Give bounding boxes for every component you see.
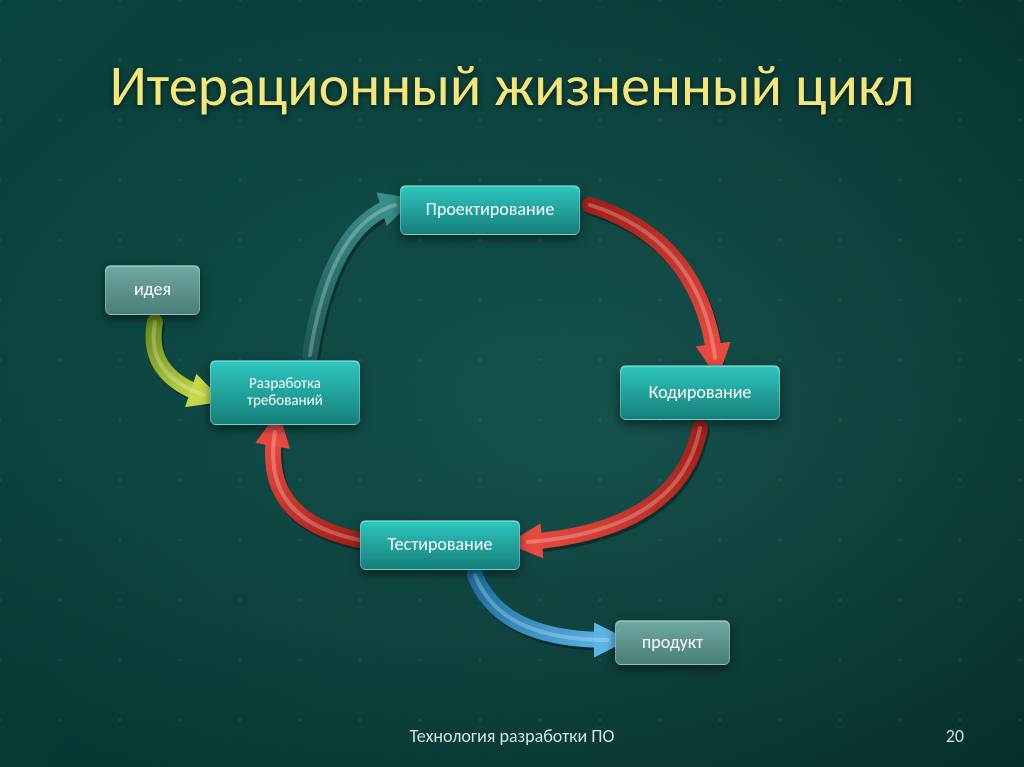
node-req: Разработкатребований: [210, 360, 360, 425]
arrow-coding-to-testing: [528, 428, 700, 542]
arrow-req-to-design: [310, 205, 395, 355]
arrow-testing-to-req: [273, 432, 360, 540]
arrow-idea-to-req: [154, 322, 204, 395]
node-product: продукт: [615, 620, 730, 665]
node-coding: Кодирование: [620, 365, 780, 420]
slide-title: Итерационный жизненный цикл: [0, 50, 1024, 121]
slide: Итерационный жизненный цикл идеяРазработ…: [0, 0, 1024, 767]
node-testing: Тестирование: [360, 520, 520, 570]
footer-page: 20: [946, 725, 964, 747]
node-idea: идея: [105, 265, 200, 315]
arrow-testing-to-product: [475, 575, 608, 640]
footer-center: Технология разработки ПО: [0, 725, 1024, 747]
arrow-design-to-coding: [590, 205, 715, 358]
node-design: Проектирование: [400, 185, 580, 235]
